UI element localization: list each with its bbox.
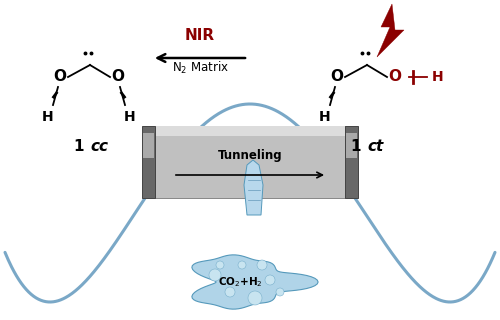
Text: 1: 1 bbox=[350, 140, 361, 155]
Text: O: O bbox=[54, 69, 66, 84]
Text: NIR: NIR bbox=[185, 28, 215, 44]
Polygon shape bbox=[244, 160, 263, 215]
Text: CO$_2$+H$_2$: CO$_2$+H$_2$ bbox=[218, 275, 262, 289]
Circle shape bbox=[248, 291, 262, 305]
Text: O: O bbox=[388, 69, 402, 84]
Text: ct: ct bbox=[367, 140, 384, 155]
FancyBboxPatch shape bbox=[143, 133, 154, 158]
Text: N$_2$ Matrix: N$_2$ Matrix bbox=[172, 60, 228, 76]
Circle shape bbox=[257, 260, 267, 270]
FancyBboxPatch shape bbox=[155, 126, 345, 198]
Circle shape bbox=[225, 287, 235, 297]
FancyBboxPatch shape bbox=[142, 126, 155, 198]
Polygon shape bbox=[192, 255, 318, 309]
Polygon shape bbox=[377, 4, 404, 57]
Text: H: H bbox=[42, 110, 54, 124]
Text: 1: 1 bbox=[74, 140, 84, 155]
Circle shape bbox=[276, 288, 284, 296]
Circle shape bbox=[265, 275, 275, 285]
Text: O: O bbox=[330, 69, 344, 84]
FancyBboxPatch shape bbox=[346, 133, 357, 158]
Circle shape bbox=[216, 261, 224, 269]
Text: H: H bbox=[319, 110, 331, 124]
FancyBboxPatch shape bbox=[155, 126, 345, 136]
Circle shape bbox=[209, 269, 221, 281]
FancyBboxPatch shape bbox=[345, 126, 358, 198]
Text: H: H bbox=[124, 110, 136, 124]
Text: O: O bbox=[112, 69, 124, 84]
Circle shape bbox=[238, 261, 246, 269]
Text: H: H bbox=[432, 70, 444, 84]
Text: cc: cc bbox=[90, 140, 108, 155]
Text: Tunneling: Tunneling bbox=[218, 149, 282, 163]
